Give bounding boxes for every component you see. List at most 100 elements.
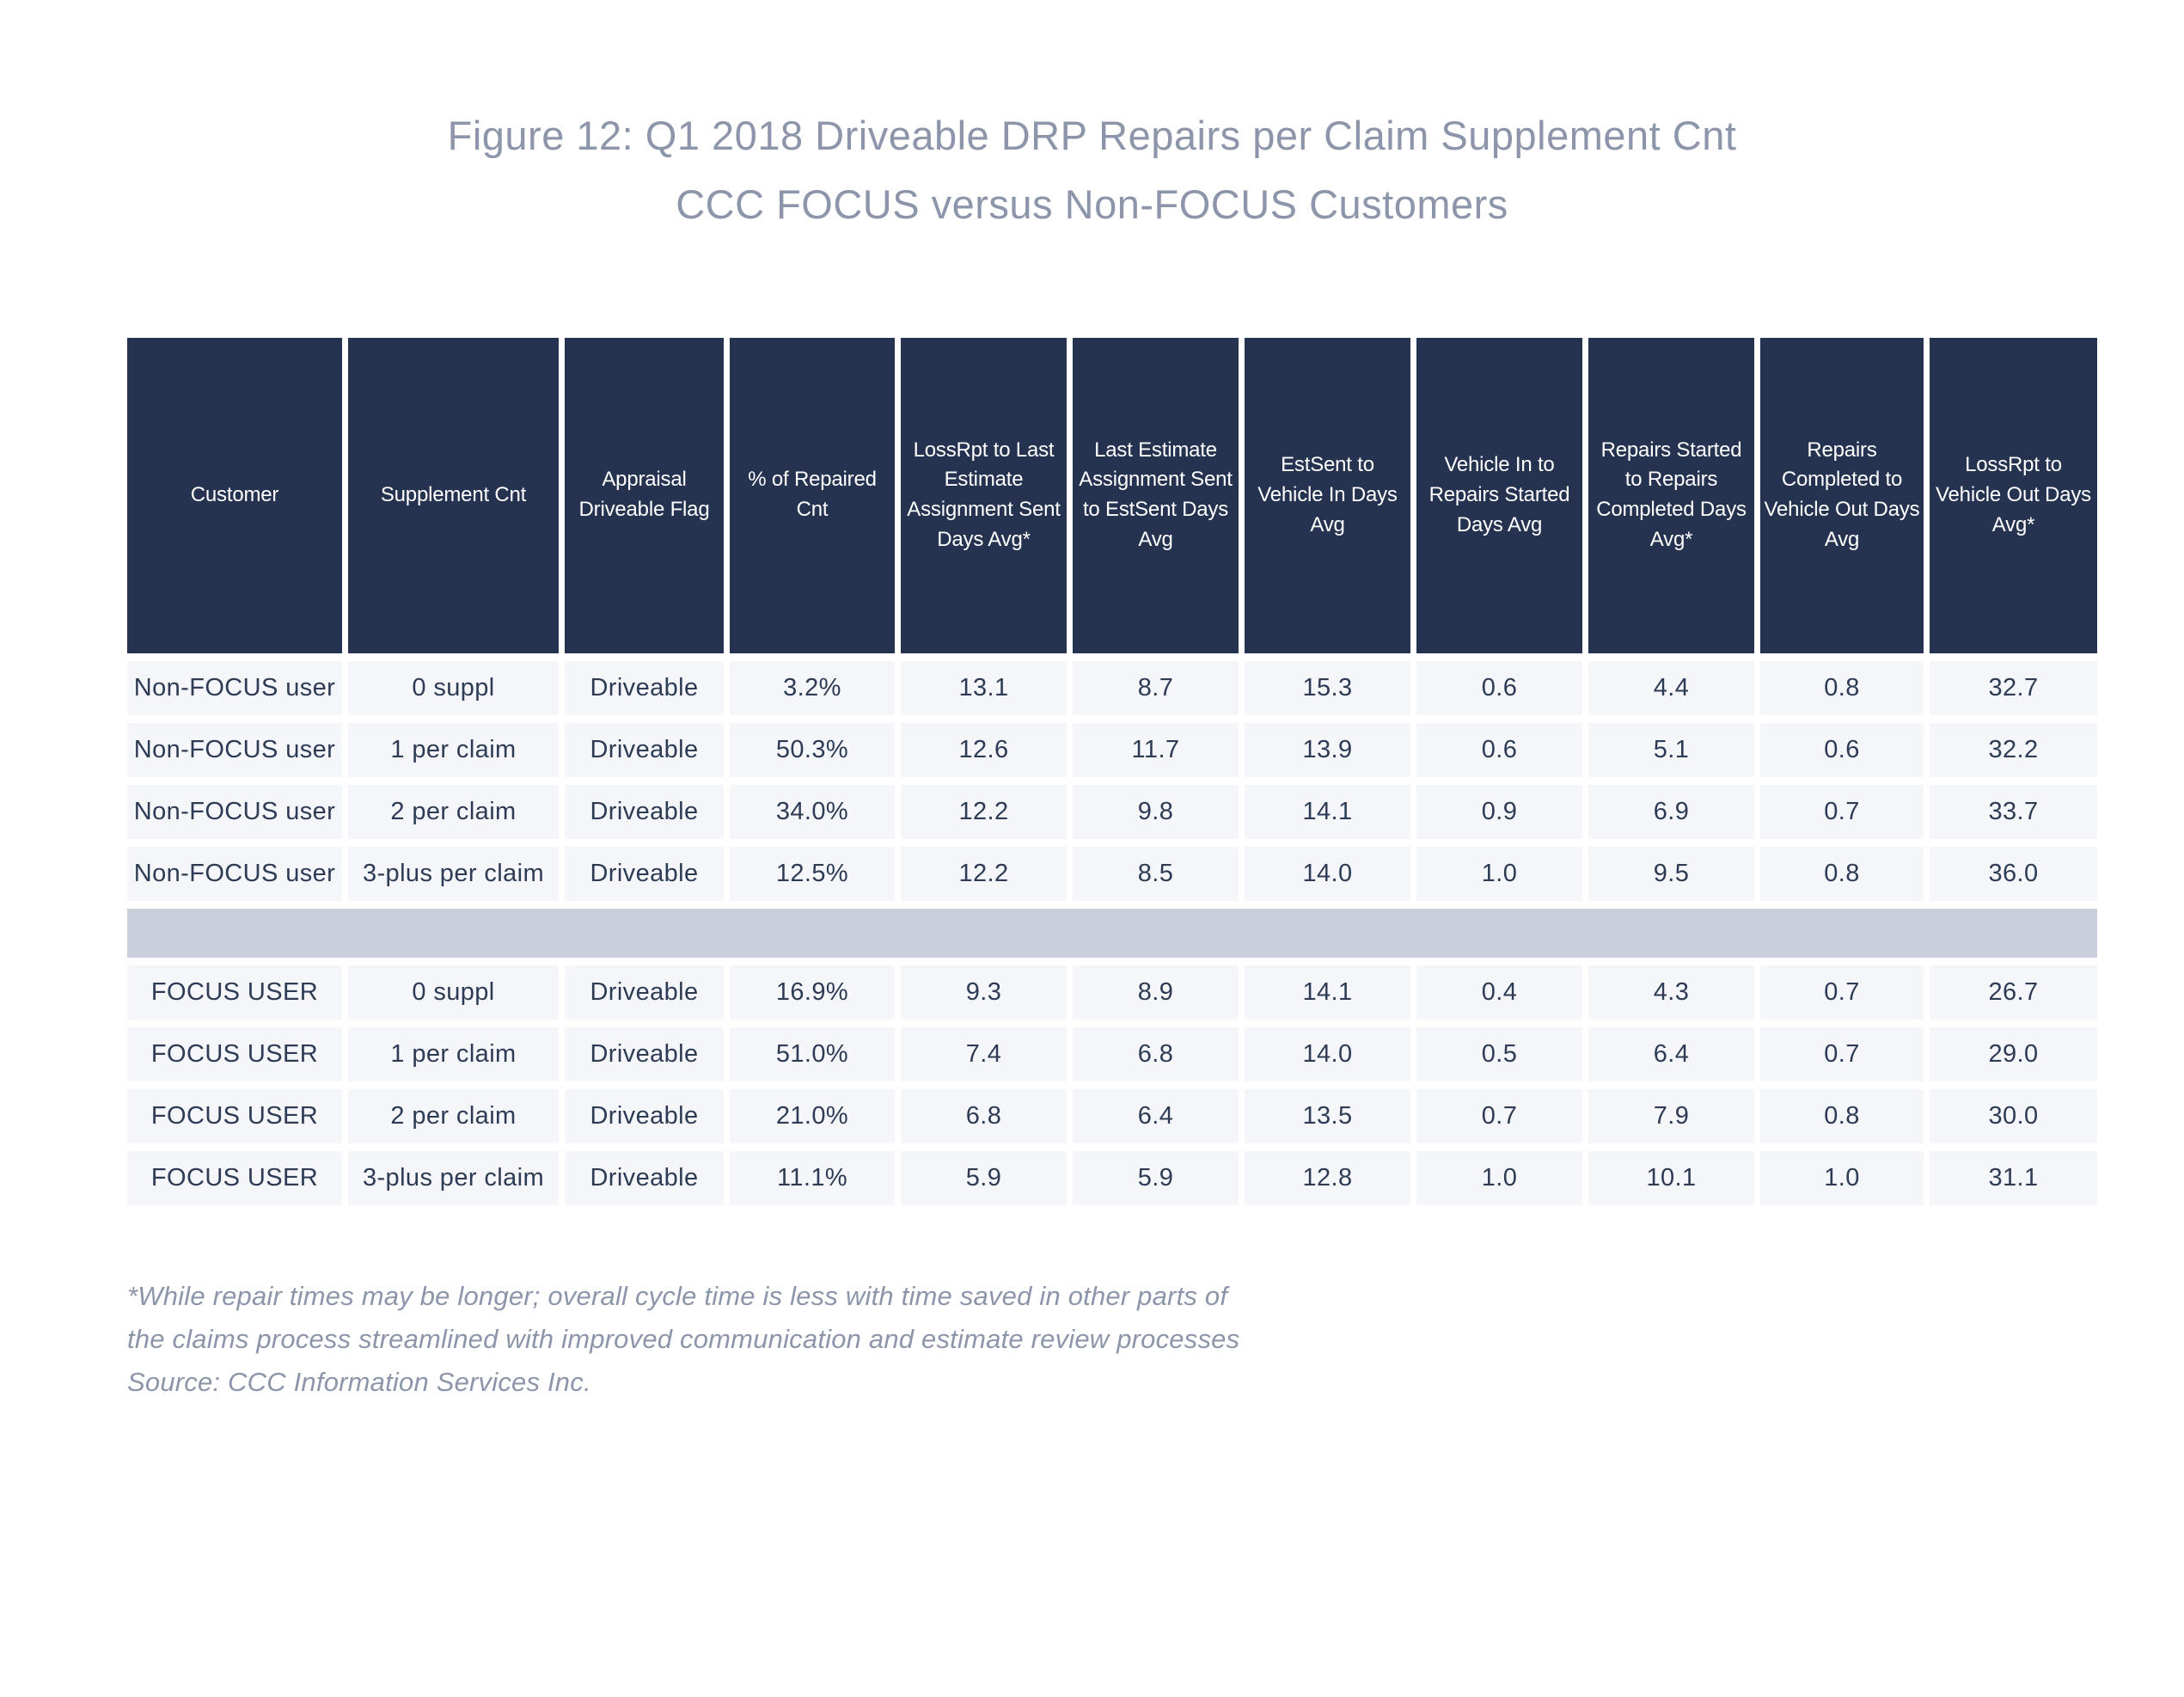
- table-row: FOCUS USER 2 per claim Driveable 21.0% 6.8 6.…: [127, 1088, 2097, 1143]
- column-header: % of Repaired Cnt: [730, 337, 895, 653]
- column-header: Appraisal Driveable Flag: [565, 337, 724, 653]
- column-header: Customer: [127, 337, 342, 653]
- table-cell: 2 per claim: [348, 784, 559, 839]
- group-separator: [127, 908, 2097, 958]
- figure-title: Figure 12: Q1 2018 Driveable DRP Repairs…: [0, 101, 2184, 239]
- table-cell: 0.6: [1760, 722, 1924, 777]
- column-header: LossRpt to Last Estimate Assignment Sent…: [901, 337, 1067, 653]
- table-cell: FOCUS USER: [127, 1088, 342, 1143]
- table-cell: 0.4: [1416, 965, 1582, 1020]
- table-cell: 1.0: [1416, 846, 1582, 901]
- table-cell: 16.9%: [730, 965, 895, 1020]
- table-cell: 3-plus per claim: [348, 846, 559, 901]
- table-cell: 5.1: [1588, 722, 1754, 777]
- column-header: Vehicle In to Repairs Started Days Avg: [1416, 337, 1582, 653]
- table-cell: FOCUS USER: [127, 1150, 342, 1205]
- table-cell: 0.5: [1416, 1026, 1582, 1081]
- table-cell: 0 suppl: [348, 965, 559, 1020]
- table-cell: 8.7: [1073, 660, 1239, 715]
- table-cell: Driveable: [565, 722, 724, 777]
- table-cell: Driveable: [565, 660, 724, 715]
- table-cell: 13.9: [1245, 722, 1410, 777]
- table-cell: 5.9: [901, 1150, 1067, 1205]
- figure-title-line2: CCC FOCUS versus Non-FOCUS Customers: [676, 181, 1508, 227]
- table-cell: 32.7: [1930, 660, 2097, 715]
- table-cell: 2 per claim: [348, 1088, 559, 1143]
- table-cell: 9.3: [901, 965, 1067, 1020]
- table-cell: FOCUS USER: [127, 1026, 342, 1081]
- table-cell: Driveable: [565, 1026, 724, 1081]
- footnote-line1: *While repair times may be longer; overa…: [127, 1280, 1228, 1311]
- table-cell: 32.2: [1930, 722, 2097, 777]
- table-body: Non-FOCUS user 0 suppl Driveable 3.2% 13.1 8.…: [127, 660, 2097, 1205]
- figure-title-line1: Figure 12: Q1 2018 Driveable DRP Repairs…: [447, 113, 1737, 158]
- column-header: Last Estimate Assignment Sent to EstSent…: [1073, 337, 1239, 653]
- group-separator-band: [127, 908, 2097, 958]
- data-table: Customer Supplement Cnt Appraisal Driveabl…: [121, 329, 2103, 1213]
- table-cell: 10.1: [1588, 1150, 1754, 1205]
- table-cell: 0.8: [1760, 846, 1924, 901]
- table-row: FOCUS USER 1 per claim Driveable 51.0% 7.4 6.…: [127, 1026, 2097, 1081]
- table-cell: 12.5%: [730, 846, 895, 901]
- table-cell: 3-plus per claim: [348, 1150, 559, 1205]
- table-cell: FOCUS USER: [127, 965, 342, 1020]
- table-cell: 6.4: [1588, 1026, 1754, 1081]
- table-cell: 11.7: [1073, 722, 1239, 777]
- table-cell: 7.9: [1588, 1088, 1754, 1143]
- table-cell: 12.6: [901, 722, 1067, 777]
- table-cell: 8.9: [1073, 965, 1239, 1020]
- table-cell: 12.2: [901, 846, 1067, 901]
- table-cell: 13.5: [1245, 1088, 1410, 1143]
- table-cell: Driveable: [565, 1150, 724, 1205]
- table-cell: 1 per claim: [348, 1026, 559, 1081]
- table-cell: 4.3: [1588, 965, 1754, 1020]
- table-cell: Non-FOCUS user: [127, 722, 342, 777]
- table-cell: 51.0%: [730, 1026, 895, 1081]
- table-cell: 14.1: [1245, 784, 1410, 839]
- table-cell: 0.8: [1760, 660, 1924, 715]
- table-cell: Driveable: [565, 784, 724, 839]
- table-cell: 0.9: [1416, 784, 1582, 839]
- table-row: Non-FOCUS user 3-plus per claim Driveable 1…: [127, 846, 2097, 901]
- table-cell: 0.7: [1760, 784, 1924, 839]
- table-cell: 6.9: [1588, 784, 1754, 839]
- table-cell: 0.7: [1760, 1026, 1924, 1081]
- table-cell: 1.0: [1416, 1150, 1582, 1205]
- table-row: Non-FOCUS user 0 suppl Driveable 3.2% 13.1 8.…: [127, 660, 2097, 715]
- table-cell: 0 suppl: [348, 660, 559, 715]
- table-cell: 13.1: [901, 660, 1067, 715]
- table-cell: 8.5: [1073, 846, 1239, 901]
- table-cell: 12.2: [901, 784, 1067, 839]
- table-cell: 15.3: [1245, 660, 1410, 715]
- table-row: Non-FOCUS user 2 per claim Driveable 34.0% 1…: [127, 784, 2097, 839]
- table-cell: 6.8: [901, 1088, 1067, 1143]
- table-cell: 36.0: [1930, 846, 2097, 901]
- table-cell: 0.8: [1760, 1088, 1924, 1143]
- table-cell: 4.4: [1588, 660, 1754, 715]
- table-cell: 5.9: [1073, 1150, 1239, 1205]
- column-header: Repairs Completed to Vehicle Out Days Av…: [1760, 337, 1924, 653]
- table-cell: 0.7: [1416, 1088, 1582, 1143]
- table-cell: 14.0: [1245, 1026, 1410, 1081]
- table-cell: 30.0: [1930, 1088, 2097, 1143]
- table-cell: Driveable: [565, 846, 724, 901]
- table-cell: 31.1: [1930, 1150, 2097, 1205]
- table-cell: 34.0%: [730, 784, 895, 839]
- figure-page: { "title": { "line1": "Figure 12: Q1 201…: [0, 101, 2184, 1697]
- column-header: LossRpt to Vehicle Out Days Avg*: [1930, 337, 2097, 653]
- table-cell: 11.1%: [730, 1150, 895, 1205]
- table-cell: Driveable: [565, 1088, 724, 1143]
- table-cell: 14.1: [1245, 965, 1410, 1020]
- table-cell: 0.7: [1760, 965, 1924, 1020]
- table-cell: 6.4: [1073, 1088, 1239, 1143]
- table-cell: 6.8: [1073, 1026, 1239, 1081]
- table-cell: Non-FOCUS user: [127, 846, 342, 901]
- footnote-line3: Source: CCC Information Services Inc.: [127, 1367, 591, 1398]
- table-cell: 12.8: [1245, 1150, 1410, 1205]
- table-row: FOCUS USER 0 suppl Driveable 16.9% 9.3 8.9 14.…: [127, 965, 2097, 1020]
- table-cell: 9.5: [1588, 846, 1754, 901]
- table-header-row: Customer Supplement Cnt Appraisal Driveabl…: [127, 337, 2097, 653]
- table-cell: 21.0%: [730, 1088, 895, 1143]
- table-cell: 0.6: [1416, 722, 1582, 777]
- table-cell: 14.0: [1245, 846, 1410, 901]
